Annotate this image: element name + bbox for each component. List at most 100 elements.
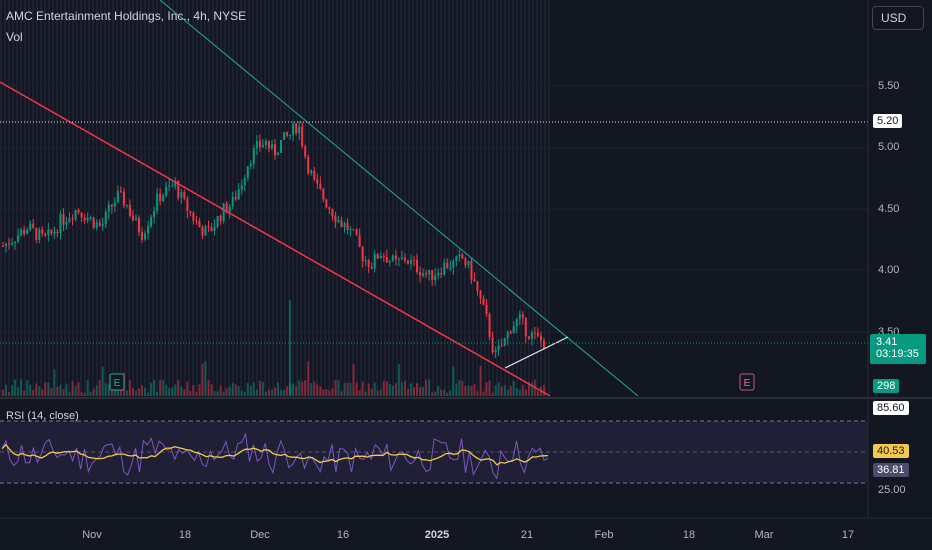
- time-label: Mar: [754, 529, 774, 541]
- volume-bar: [388, 384, 391, 396]
- session-stripe: [96, 0, 98, 396]
- volume-bar: [231, 382, 234, 396]
- candle-body: [437, 273, 440, 276]
- volume-bar: [446, 392, 449, 396]
- candle-body: [352, 229, 355, 231]
- volume-bar: [473, 384, 476, 396]
- candle-body: [71, 218, 74, 220]
- candle-body: [255, 140, 258, 149]
- candle-body: [95, 222, 98, 228]
- volume-bar: [141, 385, 144, 396]
- volume-bar: [14, 379, 17, 396]
- candle-body: [92, 217, 95, 228]
- candle-body: [376, 254, 379, 259]
- session-stripe: [532, 0, 534, 396]
- candle-body: [325, 199, 328, 208]
- candle-body: [56, 231, 59, 234]
- session-stripe: [236, 0, 238, 396]
- session-stripe: [352, 0, 354, 396]
- volume-bar: [240, 390, 243, 396]
- candle-body: [413, 259, 416, 261]
- candle-body: [231, 196, 234, 207]
- candle-body: [207, 226, 210, 228]
- volume-bar: [270, 389, 273, 396]
- candle-body: [358, 235, 361, 247]
- session-stripe: [72, 0, 74, 396]
- level-price-tag[interactable]: 5.20: [873, 114, 903, 128]
- volume-bar: [358, 390, 361, 396]
- session-stripe: [268, 0, 270, 396]
- rsi-legend[interactable]: RSI (14, close): [6, 410, 79, 422]
- session-stripe: [480, 0, 482, 396]
- candle-body: [385, 256, 388, 263]
- earnings-marker-1[interactable]: E: [109, 373, 125, 391]
- candle-body: [479, 290, 482, 299]
- session-stripe: [104, 0, 106, 396]
- session-stripe: [300, 0, 302, 396]
- session-stripe: [80, 0, 82, 396]
- session-stripe: [332, 0, 334, 396]
- candle-body: [195, 220, 198, 222]
- volume-bar: [367, 383, 370, 396]
- volume-bar: [515, 387, 518, 396]
- volume-bar: [413, 387, 416, 396]
- session-stripe: [304, 0, 306, 396]
- candle-body: [98, 222, 101, 226]
- white-trendline[interactable]: [504, 336, 569, 369]
- session-stripe: [176, 0, 178, 396]
- candle-body: [119, 191, 122, 193]
- candle-body: [159, 193, 162, 202]
- session-stripe: [108, 0, 110, 396]
- candle-body: [331, 209, 334, 217]
- candle-body: [286, 132, 289, 136]
- candle-body: [503, 338, 506, 347]
- red-trendline[interactable]: [0, 81, 551, 397]
- candle-body: [464, 258, 467, 266]
- volume-bar: [292, 383, 295, 396]
- session-stripe: [504, 0, 506, 396]
- candle-body: [349, 229, 352, 231]
- volume-bar: [159, 379, 162, 396]
- session-stripe: [60, 0, 62, 396]
- candle-body: [264, 140, 267, 145]
- volume-bar: [521, 384, 524, 396]
- session-stripe: [484, 0, 486, 396]
- volume-legend[interactable]: Vol: [6, 30, 23, 44]
- session-stripe: [188, 0, 190, 396]
- volume-bar: [80, 391, 83, 396]
- rsi-pane[interactable]: [0, 420, 868, 484]
- candle-body: [506, 331, 509, 339]
- session-stripe: [36, 0, 38, 396]
- volume-bar: [213, 390, 216, 396]
- session-stripe: [296, 0, 298, 396]
- currency-button[interactable]: USD: [872, 6, 924, 30]
- candle-body: [110, 204, 113, 207]
- candle-body: [252, 148, 255, 164]
- session-stripe: [324, 0, 326, 396]
- volume-bar: [406, 388, 409, 396]
- volume-bar: [47, 382, 50, 396]
- candle-body: [500, 345, 503, 347]
- session-stripe: [440, 0, 442, 396]
- volume-bar: [138, 388, 140, 396]
- session-stripe: [436, 0, 438, 396]
- teal-trendline[interactable]: [159, 0, 639, 397]
- candle-body: [470, 260, 473, 280]
- volume-bar: [394, 383, 397, 396]
- candle-body: [213, 226, 216, 231]
- session-stripe: [228, 0, 230, 396]
- volume-bar: [280, 390, 283, 396]
- candle-body: [144, 233, 147, 240]
- session-stripe: [524, 0, 526, 396]
- session-stripe: [216, 0, 218, 396]
- volume-bar: [286, 386, 289, 396]
- candle-body: [186, 198, 189, 212]
- volume-bar: [491, 392, 494, 396]
- volume-bar: [107, 384, 110, 396]
- symbol-title[interactable]: AMC Entertainment Holdings, Inc., 4h, NY…: [6, 9, 247, 23]
- session-stripe: [224, 0, 226, 396]
- earnings-marker-2[interactable]: E: [739, 373, 755, 391]
- candle-body: [17, 235, 20, 242]
